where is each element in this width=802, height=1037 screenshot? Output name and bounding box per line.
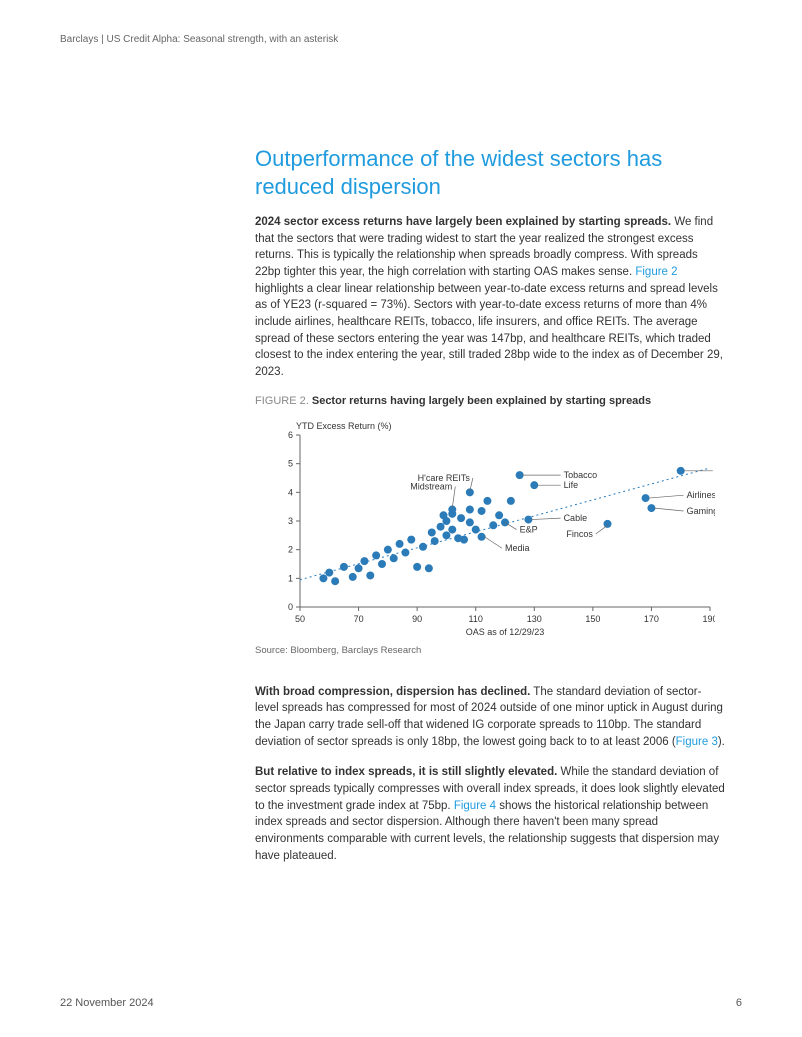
figure-2-title: Sector returns having largely been expla… — [312, 395, 651, 407]
svg-text:90: 90 — [412, 614, 422, 624]
svg-text:E&P: E&P — [520, 524, 538, 534]
svg-text:Midstream: Midstream — [410, 481, 452, 491]
svg-text:190: 190 — [702, 614, 715, 624]
running-header: Barclays | US Credit Alpha: Seasonal str… — [60, 34, 742, 45]
svg-text:2: 2 — [288, 544, 293, 554]
para1-lead: 2024 sector excess returns have largely … — [255, 216, 671, 228]
svg-text:Fincos: Fincos — [566, 529, 593, 539]
svg-text:70: 70 — [354, 614, 364, 624]
paragraph-3: But relative to index spreads, it is sti… — [255, 764, 725, 864]
content-column: Outperformance of the widest sectors has… — [255, 145, 725, 864]
paragraph-1: 2024 sector excess returns have largely … — [255, 214, 725, 381]
footer-date: 22 November 2024 — [60, 997, 154, 1009]
paragraph-2: With broad compression, dispersion has d… — [255, 684, 725, 751]
figure-2-label: FIGURE 2. — [255, 395, 309, 407]
svg-text:5: 5 — [288, 458, 293, 468]
svg-text:YTD Excess Return (%): YTD Excess Return (%) — [296, 421, 392, 431]
svg-text:4: 4 — [288, 487, 293, 497]
page-footer: 22 November 2024 6 — [60, 997, 742, 1009]
svg-text:Airlines: Airlines — [687, 490, 715, 500]
footer-page-number: 6 — [736, 997, 742, 1009]
svg-text:Cable: Cable — [564, 513, 588, 523]
scatter-chart-svg: 0123456507090110130150170190H'care REITs… — [255, 417, 715, 637]
svg-text:Tobacco: Tobacco — [564, 470, 598, 480]
figure-3-link[interactable]: Figure 3 — [676, 736, 718, 748]
figure-2-source: Source: Bloomberg, Barclays Research — [255, 645, 725, 656]
section-heading: Outperformance of the widest sectors has… — [255, 145, 725, 200]
svg-text:130: 130 — [527, 614, 542, 624]
svg-text:150: 150 — [585, 614, 600, 624]
svg-text:1: 1 — [288, 573, 293, 583]
svg-text:170: 170 — [644, 614, 659, 624]
para2-lead: With broad compression, dispersion has d… — [255, 686, 530, 698]
para2-text2: ). — [718, 736, 725, 748]
svg-text:0: 0 — [288, 602, 293, 612]
svg-text:OAS as of 12/29/23: OAS as of 12/29/23 — [466, 627, 545, 637]
figure-2-chart: 0123456507090110130150170190H'care REITs… — [255, 417, 715, 637]
svg-text:110: 110 — [469, 614, 483, 624]
figure-2-caption: FIGURE 2. Sector returns having largely … — [255, 395, 725, 407]
page: Barclays | US Credit Alpha: Seasonal str… — [0, 0, 802, 1037]
svg-text:50: 50 — [295, 614, 305, 624]
figure-4-link[interactable]: Figure 4 — [454, 800, 496, 812]
svg-text:6: 6 — [288, 430, 293, 440]
para3-lead: But relative to index spreads, it is sti… — [255, 766, 557, 778]
svg-text:Gaming: Gaming — [687, 506, 715, 516]
svg-text:3: 3 — [288, 516, 293, 526]
svg-text:Life: Life — [564, 480, 579, 490]
svg-text:Media: Media — [505, 543, 530, 553]
figure-2-link[interactable]: Figure 2 — [635, 266, 677, 278]
para1-text2: highlights a clear linear relationship b… — [255, 283, 723, 378]
